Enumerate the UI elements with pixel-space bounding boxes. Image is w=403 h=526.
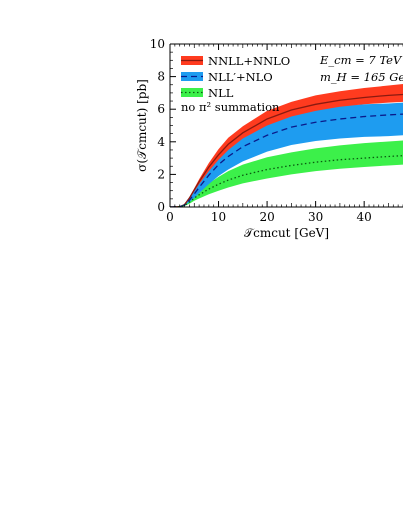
- y-tick-label: 8: [157, 70, 165, 84]
- y-tick-label: 10: [150, 37, 165, 51]
- x-tick-label: 30: [308, 210, 323, 224]
- line-nnll-nnlo: [170, 93, 403, 207]
- annot-ecm: E_cm = 7 TeV: [319, 53, 403, 67]
- x-tick-label: 40: [357, 210, 372, 224]
- band-nll: [170, 140, 403, 207]
- lines-layer: [170, 93, 403, 207]
- ticks-layer: 0 10 20 30 40 0 2 4 6 8 10 𝒯cmcut [GeV] σ(𝒯cmcut) [p…: [135, 37, 403, 240]
- line-nll: [170, 155, 403, 207]
- band-nll-nlo: [170, 102, 403, 207]
- annotations: E_cm = 7 TeV m_H = 165 GeV no π² summation: [181, 53, 403, 114]
- x-tick-label: 10: [211, 210, 226, 224]
- legend-label: NLL: [208, 86, 234, 100]
- y-axis-title: σ(𝒯cmcut) [pb]: [135, 79, 149, 172]
- legend: NNLL+NNLO NLL′+NLO NLL: [181, 54, 290, 100]
- legend-swatch: [181, 88, 203, 97]
- annot-mh: m_H = 165 GeV: [320, 70, 403, 84]
- line-nll-nlo: [170, 113, 403, 207]
- y-tick-label: 0: [157, 200, 165, 214]
- y-tick-label: 2: [157, 167, 165, 181]
- legend-label: NNLL+NNLO: [208, 54, 290, 68]
- legend-label: NLL′+NLO: [208, 70, 273, 84]
- y-tick-label: 4: [157, 135, 165, 149]
- x-axis-title: 𝒯cmcut [GeV]: [244, 226, 329, 240]
- y-tick-label: 6: [157, 102, 165, 116]
- annot-no-pi2: no π² summation: [181, 100, 280, 114]
- x-tick-label: 0: [166, 210, 174, 224]
- x-tick-label: 20: [259, 210, 274, 224]
